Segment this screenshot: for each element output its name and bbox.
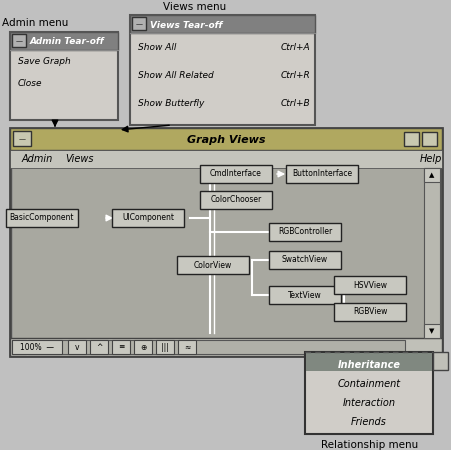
Text: TextView: TextView [288,291,322,300]
Bar [10,128,442,150]
Bar [10,128,442,356]
Text: ≈: ≈ [184,342,190,351]
Bar [132,17,146,30]
Bar [10,338,442,356]
Text: RGBView: RGBView [353,307,387,316]
Text: ▼: ▼ [429,328,435,334]
Bar [130,15,315,125]
Bar [10,32,118,120]
Text: Ctrl+R: Ctrl+R [280,71,310,80]
Text: Admin: Admin [22,154,53,164]
Text: ▲: ▲ [429,172,435,178]
Text: SwatchView: SwatchView [282,256,328,265]
Text: ColorChooser: ColorChooser [210,195,262,204]
Bar [200,191,272,209]
Bar [424,324,440,338]
Text: v: v [75,342,79,351]
Text: Interaction: Interaction [342,398,396,408]
Bar [286,165,358,183]
Bar [12,340,62,354]
Bar [6,209,78,227]
Bar [90,340,108,354]
Bar [12,34,26,47]
Bar [156,340,174,354]
Text: ⊕: ⊕ [140,342,146,351]
Bar [68,340,86,354]
Text: —: — [15,38,23,44]
Bar [28,340,405,354]
Bar [12,168,426,338]
Bar [424,168,440,338]
Text: |||: ||| [161,342,169,351]
Text: ≡: ≡ [118,342,124,351]
Text: Show All Related: Show All Related [138,71,214,80]
Text: ColorView: ColorView [194,261,232,270]
Text: BasicComponent: BasicComponent [10,213,74,222]
Bar [200,165,272,183]
Bar [334,276,406,294]
Bar [112,340,130,354]
Text: —: — [18,136,26,142]
Text: Show All: Show All [138,42,176,51]
Text: Ctrl+A: Ctrl+A [281,42,310,51]
Text: ButtonInterface: ButtonInterface [292,170,352,179]
Text: Relationship menu: Relationship menu [322,440,419,450]
Bar [404,132,419,146]
Text: Admin Tear-off: Admin Tear-off [30,37,105,46]
Bar [424,168,440,182]
Bar [334,303,406,321]
Bar [269,223,341,241]
Bar [177,256,249,274]
Bar [13,131,31,146]
Bar [269,251,341,269]
Text: Inheritance: Inheritance [337,360,400,370]
Text: Views menu: Views menu [163,2,226,12]
Bar [10,32,118,50]
Text: Views Tear-off: Views Tear-off [150,21,222,30]
Text: HSVView: HSVView [353,280,387,289]
Bar [134,340,152,354]
Bar [305,352,433,434]
Text: Ctrl+B: Ctrl+B [281,99,310,108]
Bar [12,340,26,354]
Text: Help: Help [420,154,442,164]
Bar [269,286,341,304]
Text: RGBController: RGBController [278,228,332,237]
Bar [10,150,442,168]
Text: Graph Views: Graph Views [187,135,265,145]
Text: Close: Close [18,80,42,89]
Text: ^: ^ [96,342,102,351]
Text: Admin menu: Admin menu [2,18,68,28]
Text: CmdInterface: CmdInterface [210,170,262,179]
Bar [433,352,448,370]
Bar [422,132,437,146]
Bar [306,353,432,371]
Bar [178,340,196,354]
Bar [130,15,315,33]
Text: —: — [135,21,143,27]
Text: 100%  —: 100% — [20,342,54,351]
Text: Containment: Containment [337,379,400,389]
Bar [112,209,184,227]
Text: Views: Views [65,154,93,164]
Text: Friends: Friends [351,417,387,427]
Text: Show Butterfly: Show Butterfly [138,99,204,108]
Text: Save Graph: Save Graph [18,58,71,67]
Text: UIComponent: UIComponent [122,213,174,222]
